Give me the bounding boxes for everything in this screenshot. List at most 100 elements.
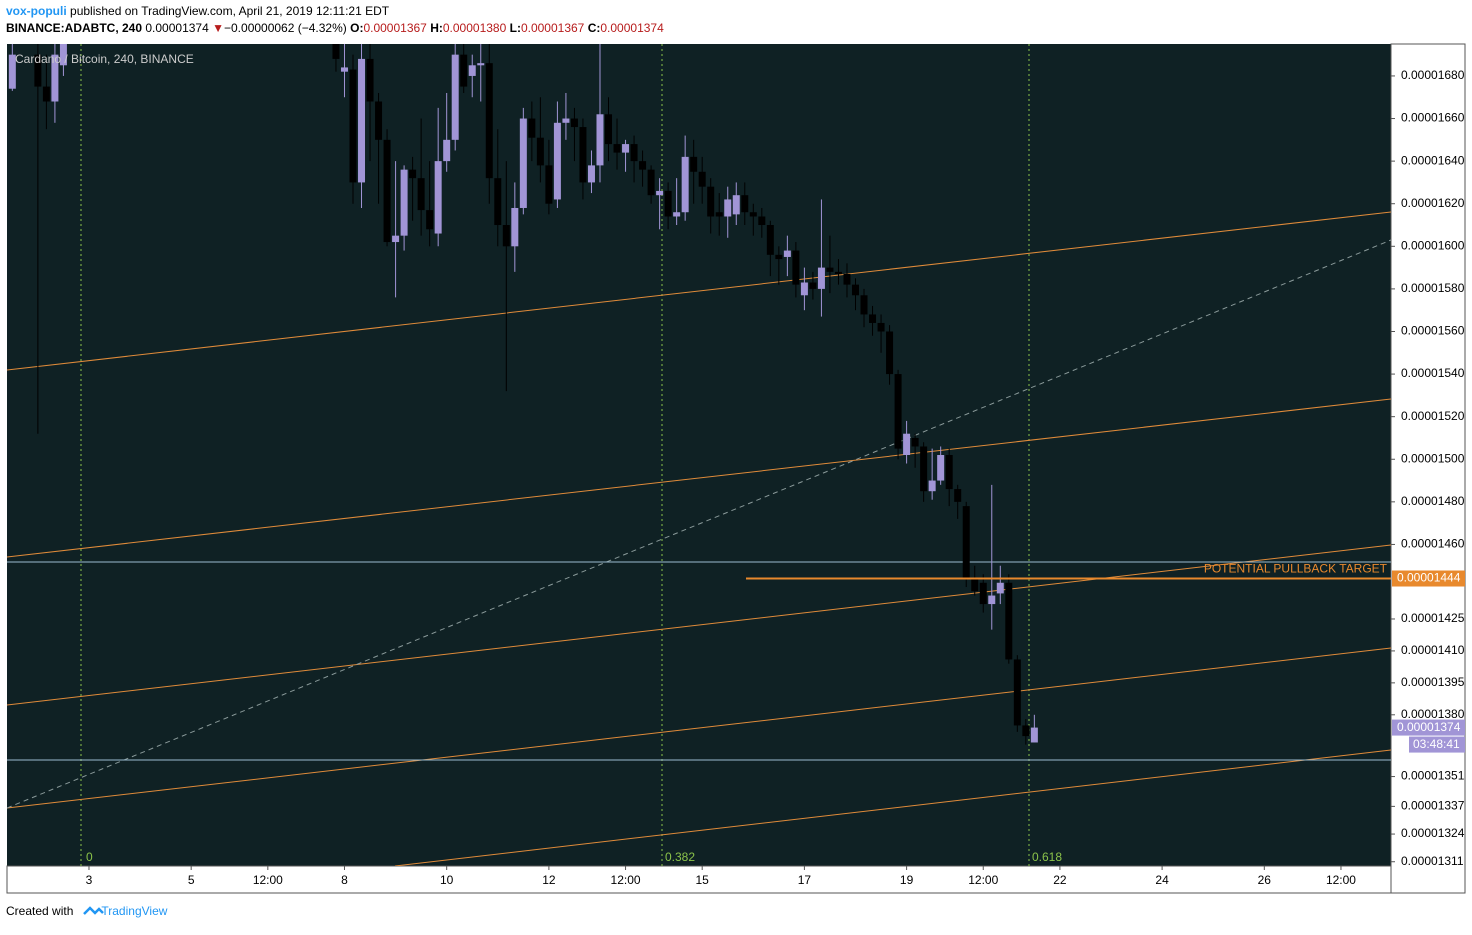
channel-line bbox=[7, 211, 1391, 371]
candle-body bbox=[800, 282, 808, 296]
x-tick-label: 12 bbox=[542, 873, 556, 887]
y-tick-label: 0.00001425 bbox=[1401, 611, 1465, 625]
candle-body bbox=[340, 67, 348, 72]
last: 0.00001374 bbox=[145, 21, 209, 35]
candle-body bbox=[834, 271, 842, 274]
ohlc-value: 0.00001374 bbox=[600, 21, 664, 35]
y-tick-label: 0.00001311 bbox=[1401, 854, 1464, 868]
ohlc-label: L: bbox=[510, 21, 521, 35]
candle-body bbox=[851, 284, 859, 296]
candle-body bbox=[570, 118, 578, 128]
published: published on TradingView.com, April 21, … bbox=[70, 4, 390, 18]
change: −0.00000062 (−4.32%) bbox=[224, 21, 347, 35]
header-line-1: vox-populi published on TradingView.com,… bbox=[6, 4, 390, 18]
candle-body bbox=[732, 195, 740, 215]
candle-body bbox=[962, 506, 970, 579]
candle-body bbox=[392, 235, 400, 243]
target-tag bbox=[1392, 570, 1465, 587]
channel-line bbox=[7, 544, 1391, 706]
candle-body bbox=[639, 161, 647, 170]
candle-body bbox=[647, 169, 655, 196]
x-tick-label: 5 bbox=[188, 873, 195, 887]
y-tick-label: 0.00001351 bbox=[1401, 769, 1465, 783]
candle-body bbox=[860, 295, 868, 315]
ohlc: O:0.00001367 H:0.00001380 L:0.00001367 C… bbox=[350, 21, 664, 35]
y-tick-label: 0.00001560 bbox=[1401, 324, 1465, 338]
candle-body bbox=[375, 101, 383, 140]
median-line bbox=[7, 239, 1391, 809]
candle-body bbox=[443, 139, 451, 162]
candle-body bbox=[766, 225, 774, 255]
last-price-tag bbox=[1392, 719, 1465, 736]
arrow: ▼ bbox=[212, 21, 224, 35]
candle-body bbox=[988, 595, 996, 605]
candle-body bbox=[809, 282, 817, 289]
channel-line bbox=[7, 647, 1391, 809]
header-line-2: BINANCE:ADABTC, 240 0.00001374 ▼−0.00000… bbox=[6, 21, 664, 35]
candle-body bbox=[605, 114, 613, 145]
y-tick-label: 0.00001660 bbox=[1401, 111, 1465, 125]
candle-body bbox=[826, 267, 834, 272]
symbol: BINANCE:ADABTC, 240 bbox=[6, 21, 142, 35]
y-tick-label: 0.00001395 bbox=[1401, 675, 1465, 689]
legend: Cardano / Bitcoin, 240, BINANCE bbox=[15, 52, 194, 66]
candle-body bbox=[42, 86, 50, 102]
candle-body bbox=[536, 137, 544, 166]
candle-body bbox=[426, 210, 434, 230]
candle-body bbox=[749, 212, 757, 217]
candle-body bbox=[366, 58, 374, 102]
candle-body bbox=[877, 322, 885, 332]
time-axis bbox=[6, 865, 1392, 894]
ohlc-value: 0.00001380 bbox=[443, 21, 507, 35]
candle-body bbox=[911, 437, 919, 447]
candle-body bbox=[485, 63, 493, 179]
ohlc-label: H: bbox=[430, 21, 443, 35]
y-tick-label: 0.00001620 bbox=[1401, 196, 1465, 210]
candle-body bbox=[528, 118, 536, 138]
fib-label: 0.382 bbox=[665, 850, 695, 864]
candle-body bbox=[417, 178, 425, 211]
candle-body bbox=[656, 190, 664, 196]
x-tick-label: 22 bbox=[1053, 873, 1067, 887]
candle-body bbox=[707, 186, 715, 217]
candle-body bbox=[1022, 725, 1030, 737]
candle-body bbox=[477, 63, 485, 66]
y-tick-label: 0.00001324 bbox=[1401, 826, 1465, 840]
ohlc-label: C: bbox=[588, 21, 601, 35]
y-tick-label: 0.00001480 bbox=[1401, 494, 1465, 508]
candle-body bbox=[519, 118, 527, 208]
created: Created with bbox=[6, 904, 73, 918]
candle-body bbox=[894, 374, 902, 449]
candle-body bbox=[698, 171, 706, 187]
x-tick-label: 12:00 bbox=[253, 873, 283, 887]
target-text: POTENTIAL PULLBACK TARGET bbox=[1204, 562, 1388, 576]
fib-label: 0.618 bbox=[1032, 850, 1062, 864]
candle-body bbox=[1030, 727, 1038, 743]
author: vox-populi bbox=[6, 4, 67, 18]
candle-body bbox=[843, 273, 851, 285]
candle-body bbox=[664, 190, 672, 217]
x-tick-label: 8 bbox=[341, 873, 348, 887]
countdown: 03:48:41 bbox=[1413, 737, 1460, 751]
candle-body bbox=[358, 58, 366, 183]
candle-body bbox=[332, 44, 340, 59]
candle-body bbox=[715, 212, 723, 217]
candle-body bbox=[579, 127, 587, 183]
candle-body bbox=[409, 169, 417, 179]
x-tick-label: 24 bbox=[1155, 873, 1169, 887]
x-tick-label: 12:00 bbox=[1326, 873, 1356, 887]
candle-body bbox=[945, 455, 953, 490]
x-tick-label: 12:00 bbox=[968, 873, 998, 887]
candle-body bbox=[920, 446, 928, 492]
y-tick-label: 0.00001460 bbox=[1401, 537, 1465, 551]
plot-area bbox=[7, 44, 1391, 866]
candle-body bbox=[502, 225, 510, 247]
x-tick-label: 10 bbox=[440, 873, 454, 887]
candle-body bbox=[400, 169, 408, 236]
candle-body bbox=[673, 212, 681, 217]
y-tick-label: 0.00001520 bbox=[1401, 409, 1465, 423]
brand: TradingView bbox=[101, 904, 167, 918]
candle-body bbox=[349, 69, 357, 183]
